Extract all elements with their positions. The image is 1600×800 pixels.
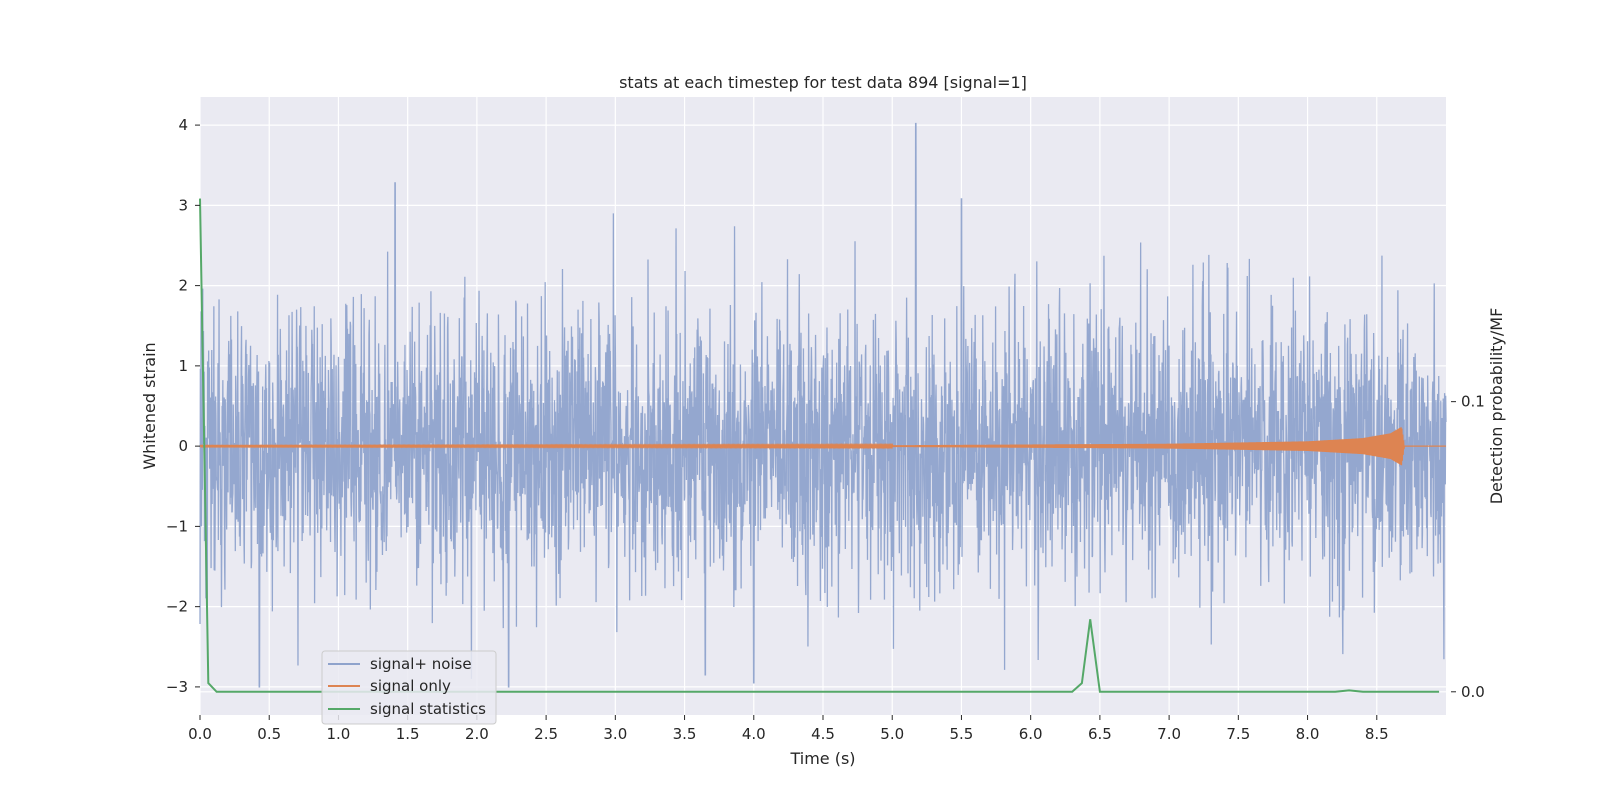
chart-title: stats at each timestep for test data 894…	[619, 73, 1027, 92]
x-tick-label: 4.5	[811, 725, 835, 743]
series-signal-only	[199, 427, 1446, 466]
x-tick-label: 8.5	[1365, 725, 1389, 743]
legend-label-signal-noise: signal+ noise	[370, 655, 472, 673]
y-tick-label: −1	[166, 517, 188, 535]
x-tick-label: 7.5	[1226, 725, 1250, 743]
y-right-tick-label: 0.1	[1461, 393, 1485, 411]
x-tick-label: 6.0	[1019, 725, 1043, 743]
x-tick-label: 0.0	[188, 725, 212, 743]
x-axis-label: Time (s)	[789, 749, 855, 768]
x-tick-label: 7.0	[1157, 725, 1181, 743]
y-tick-label: 4	[178, 116, 188, 134]
legend-label-signal-only: signal only	[370, 677, 451, 695]
x-tick-label: 1.5	[396, 725, 420, 743]
y-right-tick-label: 0.0	[1461, 683, 1485, 701]
x-tick-label: 4.0	[742, 725, 766, 743]
x-axis-ticks: 0.0 0.5 1.0 1.5 2.0 2.5 3.0 3.5 4.0 4.5 5.0 5.5 6.0 6…	[188, 715, 1389, 743]
x-tick-label: 6.5	[1088, 725, 1112, 743]
y-tick-label: 2	[178, 277, 188, 295]
x-tick-label: 1.0	[327, 725, 351, 743]
signal-only-line	[199, 427, 1446, 466]
x-tick-label: 8.0	[1296, 725, 1320, 743]
x-tick-label: 0.5	[257, 725, 281, 743]
legend-label-signal-statistics: signal statistics	[370, 700, 486, 718]
x-tick-label: 3.5	[673, 725, 697, 743]
x-tick-label: 2.0	[465, 725, 489, 743]
series-signal-statistics	[199, 198, 1440, 693]
legend-box	[321, 650, 497, 725]
x-tick-label: 5.0	[880, 725, 904, 743]
y-right-axis-label: Detection probability/MF	[1487, 308, 1506, 505]
signal-statistics-line	[199, 198, 1440, 693]
x-tick-label: 3.0	[603, 725, 627, 743]
y-right-axis-ticks: 0.0 0.1	[1451, 393, 1485, 701]
x-tick-label: 2.5	[534, 725, 558, 743]
y-tick-label: −3	[166, 678, 188, 696]
y-tick-label: −2	[166, 598, 188, 616]
legend: signal+ noise signal only signal statist…	[321, 650, 497, 725]
y-axis-ticks: −3 −2 −1 0 1 2 3 4	[166, 116, 200, 696]
y-tick-label: 1	[178, 357, 188, 375]
x-tick-label: 5.5	[950, 725, 974, 743]
y-tick-label: 0	[178, 437, 188, 455]
y-tick-label: 3	[178, 196, 188, 214]
y-axis-label: Whitened strain	[140, 342, 159, 469]
